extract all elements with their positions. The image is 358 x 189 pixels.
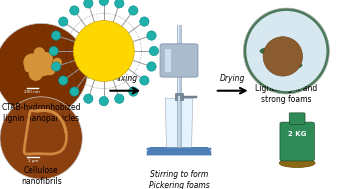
Ellipse shape: [149, 46, 159, 56]
Ellipse shape: [147, 31, 156, 40]
Polygon shape: [147, 147, 211, 155]
Ellipse shape: [70, 87, 79, 96]
Text: 2 KG: 2 KG: [288, 131, 306, 137]
Ellipse shape: [147, 62, 156, 71]
Ellipse shape: [0, 97, 82, 179]
Bar: [175, 93, 183, 100]
Ellipse shape: [129, 87, 138, 96]
Ellipse shape: [243, 8, 329, 94]
Text: Stirring to form
Pickering foams: Stirring to form Pickering foams: [149, 170, 209, 189]
Ellipse shape: [23, 53, 41, 71]
Ellipse shape: [279, 159, 315, 167]
Ellipse shape: [45, 65, 55, 75]
Ellipse shape: [277, 61, 303, 69]
Ellipse shape: [52, 31, 61, 40]
Ellipse shape: [99, 0, 108, 5]
Ellipse shape: [59, 76, 68, 85]
Bar: [178, 25, 179, 147]
Bar: [178, 96, 180, 147]
Ellipse shape: [49, 46, 58, 56]
FancyBboxPatch shape: [280, 122, 314, 161]
Text: CTAB-hydrophobized
lignin nanoparticles: CTAB-hydrophobized lignin nanoparticles: [1, 103, 81, 123]
Ellipse shape: [0, 23, 88, 116]
Ellipse shape: [70, 6, 79, 15]
Ellipse shape: [84, 0, 93, 8]
Ellipse shape: [140, 17, 149, 26]
Ellipse shape: [59, 17, 68, 26]
Ellipse shape: [24, 64, 33, 72]
Text: 1 μm: 1 μm: [28, 159, 39, 163]
Ellipse shape: [52, 62, 61, 71]
Bar: [147, 151, 211, 153]
Text: Drying: Drying: [220, 74, 245, 83]
Polygon shape: [165, 98, 193, 147]
Ellipse shape: [84, 94, 93, 103]
Ellipse shape: [260, 47, 277, 55]
Ellipse shape: [73, 21, 134, 81]
Bar: [147, 148, 211, 150]
Ellipse shape: [246, 11, 326, 91]
FancyBboxPatch shape: [289, 113, 305, 124]
Ellipse shape: [40, 52, 53, 65]
Ellipse shape: [140, 76, 149, 85]
Ellipse shape: [53, 58, 62, 67]
Ellipse shape: [29, 67, 43, 81]
Text: 200 nm: 200 nm: [24, 90, 40, 94]
Bar: [177, 25, 181, 147]
Ellipse shape: [33, 56, 53, 76]
Ellipse shape: [265, 54, 286, 63]
Bar: [165, 49, 171, 72]
Text: Lightweight and
strong foams: Lightweight and strong foams: [255, 84, 318, 104]
Text: Mixing: Mixing: [113, 74, 138, 83]
Bar: [183, 96, 197, 98]
Ellipse shape: [115, 0, 124, 8]
Text: Cellulose
nanofibrils: Cellulose nanofibrils: [21, 166, 62, 186]
Ellipse shape: [263, 37, 303, 76]
Ellipse shape: [129, 6, 138, 15]
Ellipse shape: [115, 94, 124, 103]
FancyBboxPatch shape: [160, 44, 198, 77]
Ellipse shape: [34, 47, 45, 59]
Ellipse shape: [99, 97, 108, 106]
